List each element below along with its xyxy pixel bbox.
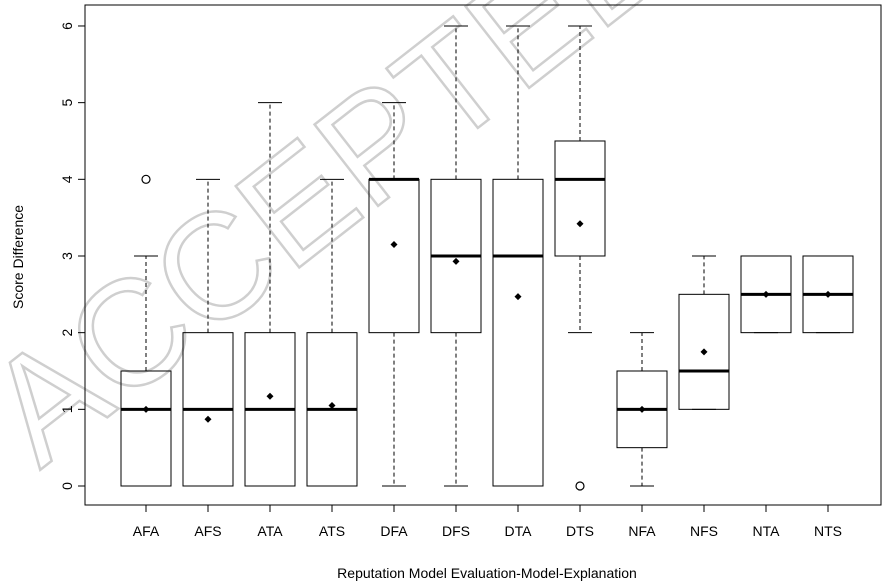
mean-marker — [700, 348, 708, 356]
y-tick-label: 6 — [59, 22, 75, 30]
outlier-point — [141, 174, 151, 184]
y-axis-label: Score Difference — [10, 205, 26, 309]
mean-marker — [204, 415, 212, 423]
mean-marker — [576, 220, 584, 228]
y-tick-label: 4 — [59, 175, 75, 183]
x-tick-label: NTA — [753, 523, 781, 539]
y-tick-label: 0 — [59, 482, 75, 490]
box-afa — [120, 370, 172, 487]
mean-marker — [762, 290, 770, 298]
y-tick-label: 2 — [59, 329, 75, 337]
mean-marker — [328, 401, 336, 409]
x-tick-label: DFS — [442, 523, 470, 539]
mean-marker — [390, 240, 398, 248]
x-tick-label: ATA — [257, 523, 283, 539]
box-dts — [554, 140, 606, 257]
y-tick-label: 5 — [59, 99, 75, 107]
mean-marker — [266, 392, 274, 400]
plot-area: 0 1 2 3 4 5 6 AFA AFS ATA ATS DFA DFS DTA DTS NFA NFS NTA… — [59, 4, 882, 539]
y-tick-label: 1 — [59, 405, 75, 413]
x-tick-label: DTS — [566, 523, 594, 539]
x-tick-label: NFS — [690, 523, 718, 539]
x-tick-label: DFA — [380, 523, 408, 539]
mean-marker — [638, 405, 646, 413]
x-tick-label: AFA — [133, 523, 160, 539]
mean-marker — [824, 290, 832, 298]
x-axis-label: Reputation Model Evaluation-Model-Explan… — [337, 565, 637, 581]
x-tick-label: DTA — [505, 523, 533, 539]
x-tick-label: NFA — [628, 523, 656, 539]
box-nfs — [678, 293, 730, 410]
y-tick-label: 3 — [59, 252, 75, 260]
plot-frame — [84, 4, 882, 506]
x-tick-label: AFS — [194, 523, 221, 539]
mean-marker — [142, 405, 150, 413]
mean-marker — [514, 293, 522, 301]
x-tick-label: NTS — [814, 523, 842, 539]
box-dta — [492, 178, 544, 487]
mean-marker — [452, 257, 460, 265]
watermark: ACCEPTED MANUSCRIPT — [0, 0, 882, 496]
outlier-point — [575, 481, 585, 491]
x-tick-label: ATS — [319, 523, 345, 539]
